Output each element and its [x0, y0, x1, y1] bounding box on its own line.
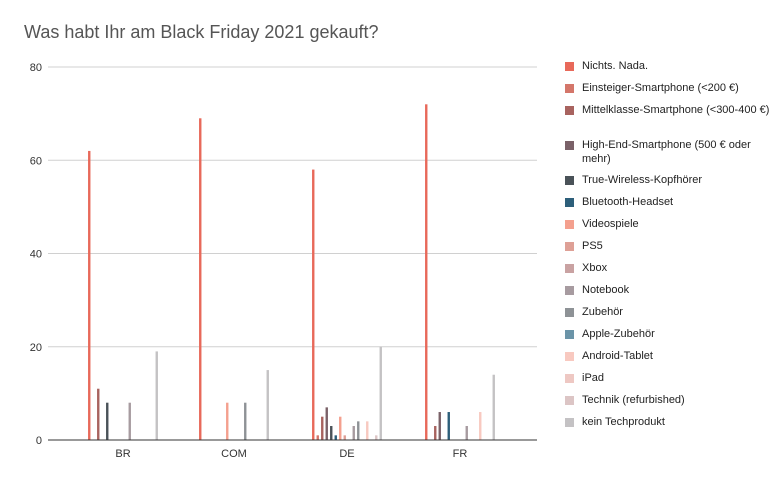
bar-de-4 [330, 426, 333, 440]
bar-de-7 [343, 435, 346, 440]
bar-de-10 [357, 421, 360, 440]
bar-de-15 [379, 346, 382, 440]
bar-fr-15 [492, 374, 495, 440]
legend-label: kein Techprodukt [582, 416, 665, 428]
legend-swatch [565, 141, 574, 150]
legend-label: iPad [582, 372, 605, 384]
x-tick-label: FR [453, 448, 468, 460]
bar-fr-9 [465, 426, 468, 440]
bar-com-15 [266, 370, 269, 440]
bar-de-0 [312, 169, 315, 440]
bar-de-6 [339, 416, 342, 440]
legend-item: Einsteiger-Smartphone (<200 €) [565, 81, 770, 95]
legend-label: Einsteiger-Smartphone (<200 €) [582, 82, 739, 94]
legend-item: PS5 [565, 239, 770, 253]
bar-com-0 [199, 118, 202, 440]
legend-item: kein Techprodukt [565, 415, 770, 429]
legend-swatch [565, 176, 574, 185]
bar-de-3 [325, 407, 328, 440]
bar-fr-3 [438, 412, 441, 440]
legend-swatch [565, 418, 574, 427]
legend-label: PS5 [582, 240, 603, 252]
y-tick-label: 60 [30, 155, 42, 167]
legend-swatch [565, 286, 574, 295]
legend-label: Mittelklasse-Smartphone (<300-400 €) [582, 104, 770, 116]
legend-swatch [565, 374, 574, 383]
legend-item: Android-Tablet [565, 349, 770, 363]
x-tick-label: DE [339, 448, 354, 460]
legend-swatch [565, 220, 574, 229]
legend-swatch [565, 330, 574, 339]
legend-item: Notebook [565, 283, 770, 297]
legend-label: Bluetooth-Headset [582, 196, 674, 208]
legend-item: Xbox [565, 261, 770, 275]
legend-label: Android-Tablet [582, 350, 653, 362]
legend-item: iPad [565, 371, 770, 385]
y-tick-label: 0 [36, 435, 42, 447]
bar-br-2 [97, 388, 100, 440]
legend-item: Videospiele [565, 217, 770, 231]
legend-label: Notebook [582, 284, 630, 296]
legend-item: True-Wireless-Kopfhörer [565, 173, 770, 187]
legend-label: High-End-Smartphone (500 € oder mehr) [582, 139, 751, 165]
bar-com-6 [226, 402, 229, 440]
legend-label: Zubehör [582, 306, 623, 318]
legend-item: Mittelklasse-Smartphone (<300-400 €) [565, 103, 770, 117]
x-tick-label: COM [221, 448, 247, 460]
bar-fr-0 [425, 104, 428, 441]
bar-de-12 [366, 421, 369, 440]
legend-item: High-End-Smartphone (500 € oder mehr) [565, 138, 770, 166]
bar-com-10 [244, 402, 247, 440]
legend-swatch [565, 242, 574, 251]
chart-title: Was habt Ihr am Black Friday 2021 gekauf… [24, 22, 379, 42]
legend-label: Xbox [582, 262, 608, 274]
bar-de-5 [334, 435, 337, 440]
legend-item: Nichts. Nada. [565, 59, 770, 73]
legend-label: Videospiele [582, 218, 639, 230]
legend-label: Technik (refurbished) [582, 394, 685, 406]
legend-swatch [565, 352, 574, 361]
legend-label: Apple-Zubehör [582, 328, 655, 340]
bar-br-4 [106, 402, 109, 440]
bar-de-9 [352, 426, 355, 440]
y-tick-label: 40 [30, 249, 42, 261]
legend-swatch [565, 264, 574, 273]
legend-swatch [565, 198, 574, 207]
bar-de-14 [375, 435, 378, 440]
bar-br-15 [155, 351, 158, 440]
legend-item: Apple-Zubehör [565, 327, 770, 341]
y-tick-label: 20 [30, 342, 42, 354]
legend-swatch [565, 308, 574, 317]
bar-br-0 [88, 150, 91, 441]
bar-de-1 [316, 435, 319, 440]
bar-fr-12 [479, 412, 482, 440]
legend-label: True-Wireless-Kopfhörer [582, 174, 703, 186]
bar-fr-5 [447, 412, 450, 440]
legend-swatch [565, 396, 574, 405]
bar-fr-2 [434, 426, 437, 440]
x-tick-label: BR [115, 448, 130, 460]
legend-swatch [565, 84, 574, 93]
legend-swatch [565, 106, 574, 115]
legend-label: Nichts. Nada. [582, 60, 649, 72]
legend-swatch [565, 62, 574, 71]
legend-item: Zubehör [565, 305, 770, 319]
legend-item: Bluetooth-Headset [565, 195, 770, 209]
bar-de-2 [321, 416, 324, 440]
legend-item: Technik (refurbished) [565, 393, 770, 407]
y-tick-label: 80 [30, 62, 42, 74]
bar-br-9 [128, 402, 131, 440]
